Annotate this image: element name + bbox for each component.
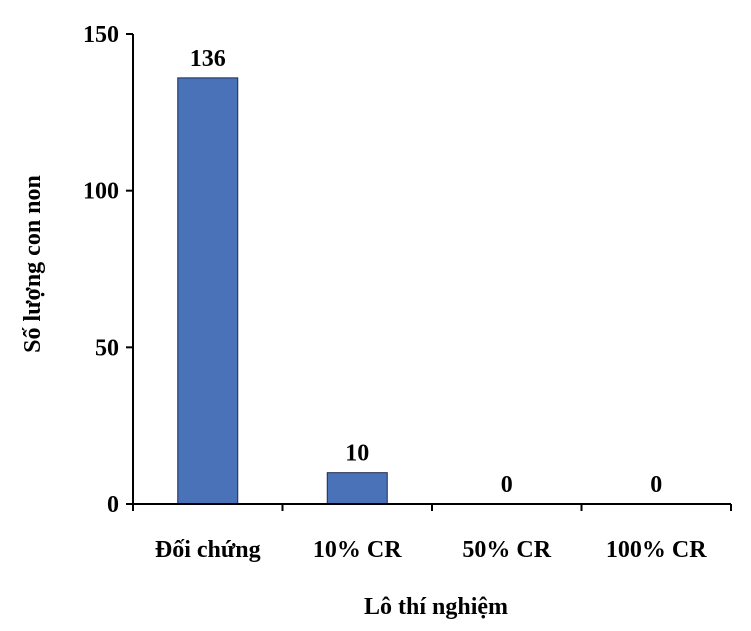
data-label-0: 136 xyxy=(190,46,226,72)
y-tick-label-2: 100 xyxy=(83,179,119,205)
bar-0 xyxy=(177,77,239,505)
y-tick-label-3: 150 xyxy=(83,22,119,48)
data-label-1: 10 xyxy=(345,441,369,467)
category-label-3: 100% CR xyxy=(606,537,707,563)
x-axis-title: Lô thí nghiệm xyxy=(364,594,508,620)
bar-1 xyxy=(326,472,388,505)
data-label-3: 0 xyxy=(650,472,662,498)
y-axis-title: Số lượng con non xyxy=(20,175,46,353)
category-label-1: 10% CR xyxy=(313,537,402,563)
axes-group xyxy=(126,33,732,511)
y-tick-label-0: 0 xyxy=(107,492,119,518)
data-label-2: 0 xyxy=(501,472,513,498)
category-label-2: 50% CR xyxy=(462,537,551,563)
category-label-0: Đối chứng xyxy=(155,537,261,563)
y-tick-label-1: 50 xyxy=(95,335,119,361)
bars-group xyxy=(177,77,388,505)
